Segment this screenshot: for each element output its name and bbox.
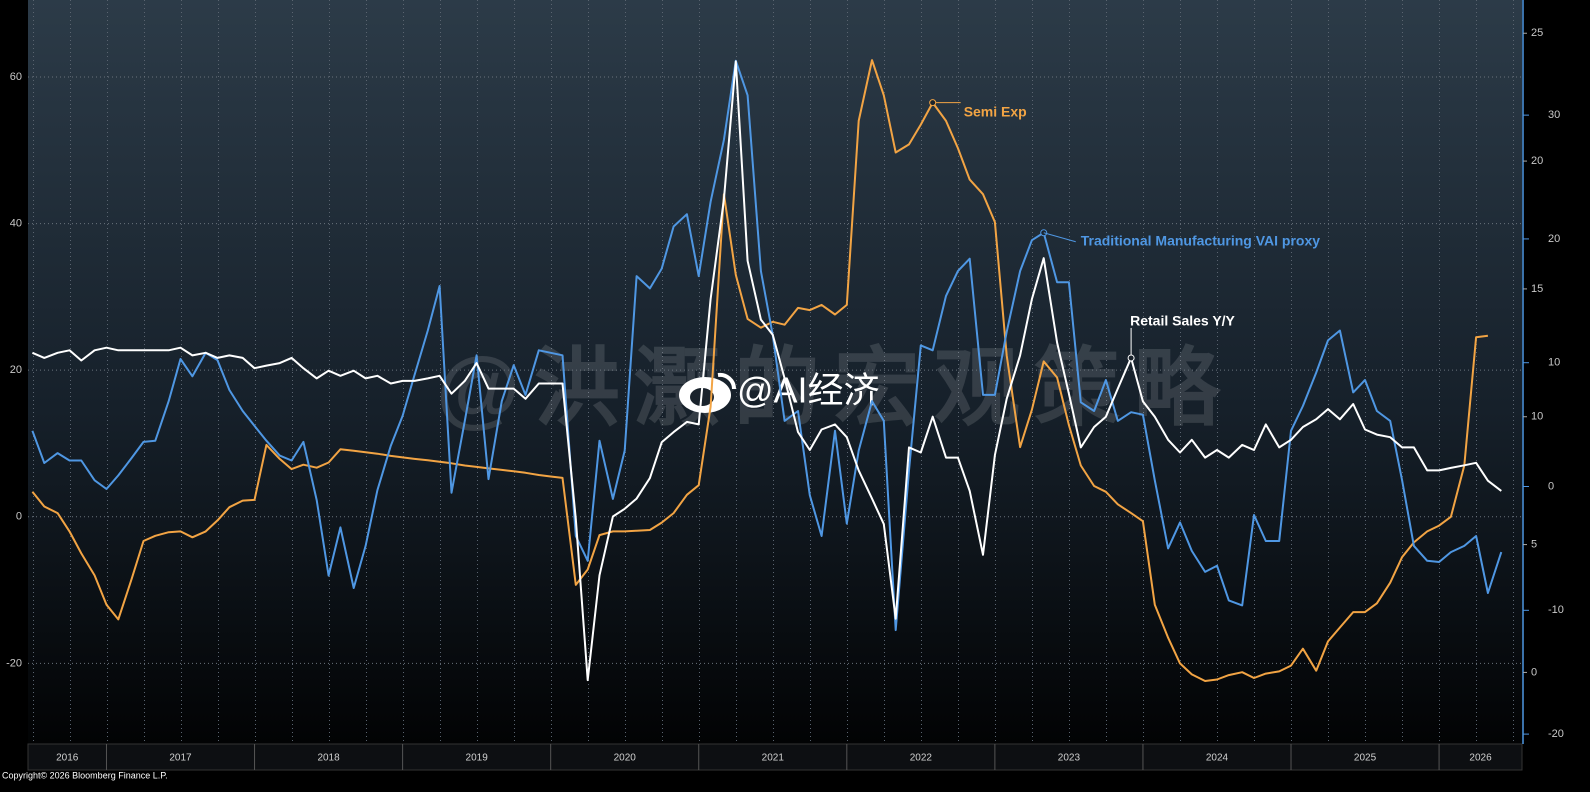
y3-tick-label: 20 [1531, 155, 1543, 167]
series-label: Traditional Manufacturing VAI proxy [1081, 232, 1321, 248]
y2-tick-label: -20 [1548, 728, 1564, 740]
x-tick-label: 2024 [1206, 753, 1229, 764]
series-line [31, 59, 1503, 632]
y2-tick-label: 0 [1548, 480, 1554, 492]
y2-tick-label: 20 [1548, 233, 1560, 245]
vertical-grid [28, 0, 1522, 744]
y3-tick-label: 25 [1531, 27, 1543, 39]
footer: Copyright© 2026 Bloomberg Finance L.P. [2, 770, 168, 780]
x-tick-label: 2025 [1354, 753, 1377, 764]
annotation-marker [1127, 354, 1135, 362]
series-line [32, 60, 1502, 682]
y2-tick-label: -10 [1548, 604, 1564, 616]
series-label: Semi Exp [964, 103, 1027, 119]
y3-tick-label: 15 [1531, 283, 1543, 295]
weibo-logo [679, 372, 737, 413]
x-tick-label: 2018 [317, 753, 340, 764]
x-tick-label: 2026 [1469, 753, 1492, 764]
y-tick-label: 0 [16, 511, 22, 523]
annotation-marker [929, 99, 937, 107]
annotation-leader [1043, 232, 1076, 243]
y3-tick-label: 10 [1531, 411, 1543, 423]
y3-tick-label: 0 [1531, 666, 1537, 678]
x-tick-label: 2017 [169, 753, 192, 764]
y-tick-label: -20 [6, 657, 22, 669]
x-tick-label: 2023 [1058, 753, 1081, 764]
y2-tick-label: 10 [1548, 357, 1560, 369]
x-tick-label: 2020 [614, 753, 637, 764]
x-tick-label: 2022 [910, 753, 933, 764]
watermark-handle: @AI经济 [737, 370, 880, 411]
series-label: Retail Sales Y/Y [1130, 313, 1235, 329]
x-tick-label: 2021 [762, 753, 785, 764]
y2-tick-label: 30 [1548, 109, 1560, 121]
grid [28, 76, 1522, 664]
y-tick-label: 40 [10, 217, 22, 229]
y-tick-label: 20 [10, 364, 22, 376]
series-line [31, 59, 1489, 682]
x-tick-label: 2019 [466, 753, 489, 764]
x-tick-label: 2016 [56, 753, 79, 764]
y3-tick-label: 5 [1531, 538, 1537, 550]
year-strip [27, 743, 1523, 771]
series-lines [31, 59, 1503, 682]
y-tick-label: 60 [10, 71, 22, 83]
